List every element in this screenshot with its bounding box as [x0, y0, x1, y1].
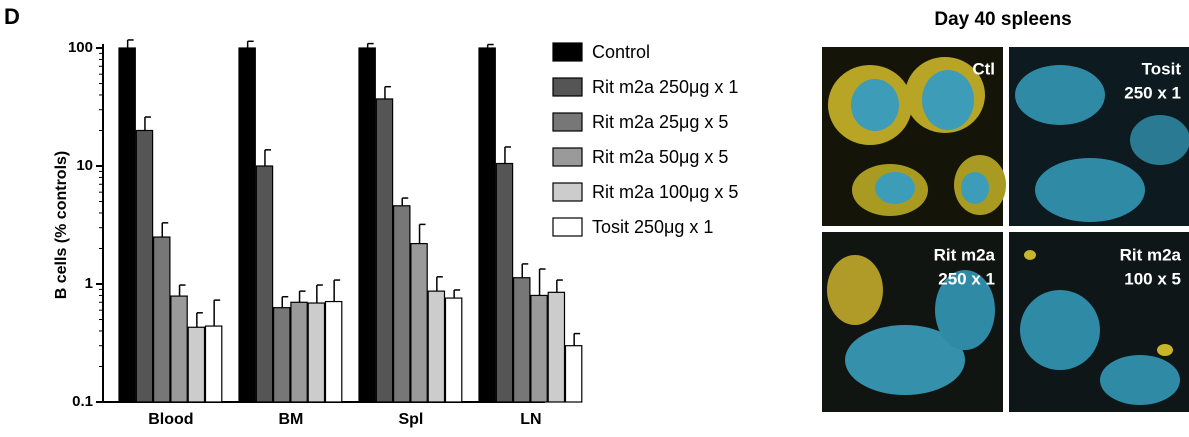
legend-swatch [552, 147, 583, 167]
bar [410, 242, 428, 403]
y-axis-label: B cells (% controls) [53, 151, 70, 299]
bar [290, 301, 308, 403]
bar [118, 47, 136, 403]
bar [170, 295, 188, 403]
bar [427, 290, 446, 403]
legend-label: Rit m2a 25μg x 5 [592, 112, 728, 132]
legend-swatch [552, 217, 583, 237]
micrograph: Rit m2a 250 x 1 [822, 232, 1003, 412]
legend-swatch [552, 182, 583, 202]
bar [393, 205, 411, 403]
legend-swatch [552, 42, 583, 62]
micrographs: Ctl Tosit 250 x 1 Rit m2a 250 x 1 Rit m2… [822, 47, 1189, 412]
legend-label: Control [592, 42, 650, 62]
micrograph: Tosit 250 x 1 [1009, 47, 1189, 226]
legend-label: Rit m2a 50μg x 5 [592, 147, 728, 167]
legend-swatch [552, 77, 583, 97]
bar [204, 325, 223, 403]
y-tick-label: 10 [76, 157, 93, 174]
bar [153, 236, 171, 403]
bar [187, 326, 206, 403]
x-tick-label: LN [520, 411, 541, 428]
legend-label: Rit m2a 100μg x 5 [592, 182, 738, 202]
legend-label: Tosit 250μg x 1 [592, 217, 713, 237]
bar [238, 47, 256, 403]
panel-label: D [4, 4, 20, 29]
y-tick-label: 100 [68, 39, 93, 56]
x-tick-label: BM [278, 411, 303, 428]
micrograph-label: 250 x 1 [1124, 83, 1181, 102]
y-tick-label: 0.1 [72, 393, 93, 410]
x-tick-label: Spl [398, 411, 423, 428]
bar [495, 162, 514, 403]
x-tick-label: Blood [148, 411, 193, 428]
micrograph-label: Rit m2a [1120, 245, 1182, 264]
bar [307, 302, 326, 403]
bar [547, 291, 566, 403]
bar [444, 297, 463, 403]
bar [375, 98, 394, 403]
bar [478, 47, 496, 403]
legend-label: Rit m2a 250μg x 1 [592, 77, 738, 97]
bar [564, 345, 583, 403]
bar [273, 307, 291, 403]
bar [358, 47, 376, 403]
micrograph-label: 100 x 5 [1124, 269, 1181, 288]
micrograph-title: Day 40 spleens [934, 9, 1071, 30]
bar [324, 300, 343, 403]
y-tick-label: 1 [85, 275, 93, 292]
micrograph-label: Tosit [1142, 59, 1182, 78]
micrograph-label: Rit m2a [934, 245, 996, 264]
micrograph-label: Ctl [972, 59, 995, 78]
micrograph: Rit m2a 100 x 5 [1009, 232, 1189, 412]
bar [255, 165, 274, 403]
bar [512, 277, 531, 403]
legend-swatch [552, 112, 583, 132]
bar [135, 129, 154, 403]
micrograph-label: 250 x 1 [938, 269, 995, 288]
micrograph: Ctl [822, 47, 1006, 226]
bar [530, 294, 548, 403]
